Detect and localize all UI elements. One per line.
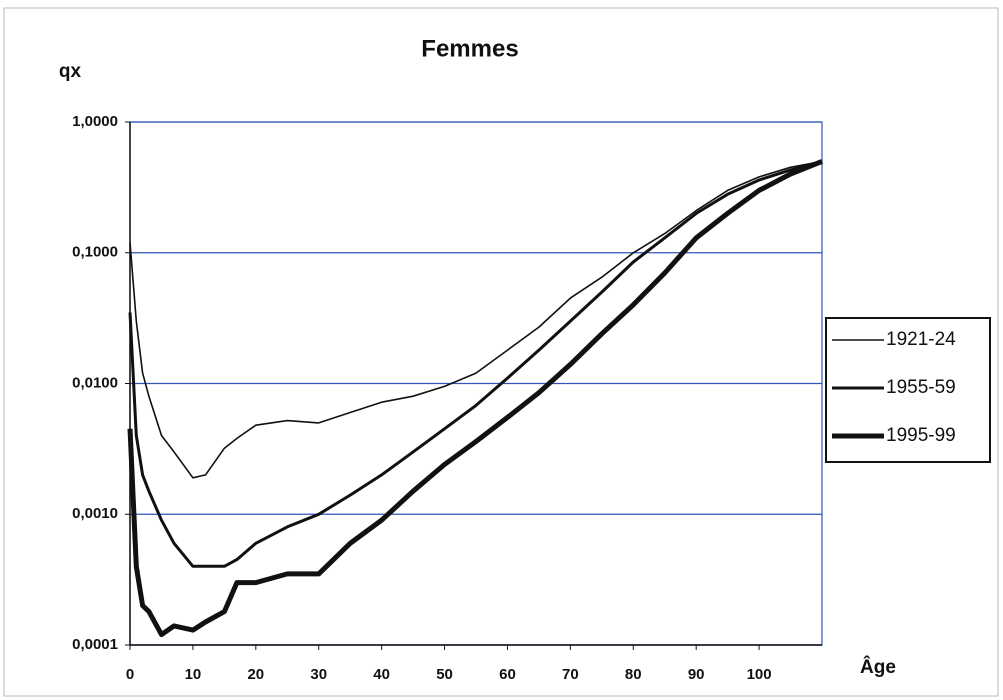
chart-frame [3,7,999,697]
x-tick-label: 70 [562,666,579,683]
x-axis-title: Âge [860,656,896,678]
x-tick-label: 30 [310,666,327,683]
x-tick-label: 60 [499,666,516,683]
x-tick-label: 20 [247,666,264,683]
x-tick-label: 50 [436,666,453,683]
y-tick-label: 0,1000 [72,244,118,261]
y-tick-label: 0,0001 [72,636,118,653]
series-line [128,159,823,568]
chart-title: Femmes [421,35,518,62]
series-line [127,159,823,638]
y-tick-label: 0,0100 [72,374,118,391]
legend-text: 1921-24 [886,329,956,350]
x-tick-label: 90 [688,666,705,683]
x-tick-label: 0 [126,666,134,683]
legend-text: 1995-99 [886,425,956,446]
legend-text: 1955-59 [886,377,956,398]
y-tick-label: 1,0000 [72,113,118,130]
y-tick-label: 0,0010 [72,505,118,522]
y-axis-title: qx [59,61,82,82]
x-tick-label: 40 [373,666,390,683]
x-tick-label: 10 [185,666,202,683]
x-tick-label: 80 [625,666,642,683]
x-tick-label: 100 [747,666,772,683]
series-line [129,160,823,479]
